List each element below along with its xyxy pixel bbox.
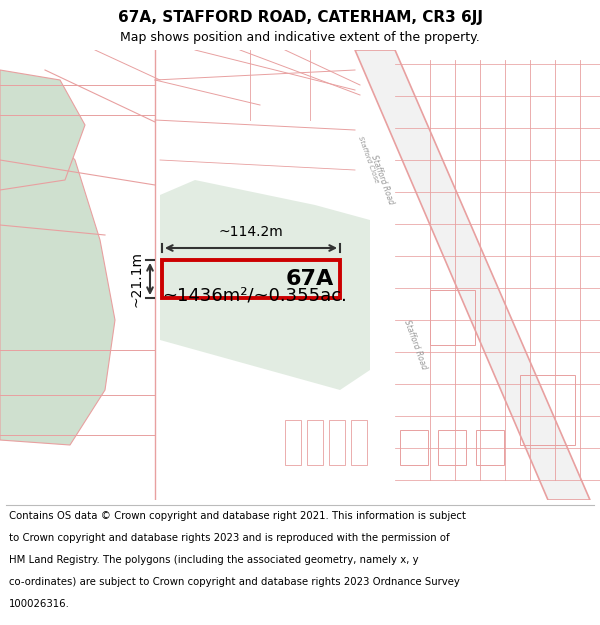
Text: ~21.1m: ~21.1m xyxy=(129,251,143,307)
Bar xyxy=(438,430,466,465)
Polygon shape xyxy=(355,50,590,500)
Polygon shape xyxy=(160,180,370,390)
Text: HM Land Registry. The polygons (including the associated geometry, namely x, y: HM Land Registry. The polygons (includin… xyxy=(9,555,419,565)
Text: 67A, STAFFORD ROAD, CATERHAM, CR3 6JJ: 67A, STAFFORD ROAD, CATERHAM, CR3 6JJ xyxy=(118,10,482,25)
Bar xyxy=(285,420,301,465)
Bar xyxy=(400,430,428,465)
Bar xyxy=(430,290,475,345)
Text: Stafford Road: Stafford Road xyxy=(369,154,395,206)
Text: to Crown copyright and database rights 2023 and is reproduced with the permissio: to Crown copyright and database rights 2… xyxy=(9,533,449,543)
Bar xyxy=(307,420,323,465)
Text: Stafford Road: Stafford Road xyxy=(402,319,428,371)
Text: Map shows position and indicative extent of the property.: Map shows position and indicative extent… xyxy=(120,31,480,44)
Bar xyxy=(351,420,367,465)
Text: co-ordinates) are subject to Crown copyright and database rights 2023 Ordnance S: co-ordinates) are subject to Crown copyr… xyxy=(9,577,460,587)
Polygon shape xyxy=(0,70,85,190)
Text: Contains OS data © Crown copyright and database right 2021. This information is : Contains OS data © Crown copyright and d… xyxy=(9,511,466,521)
Bar xyxy=(520,375,575,445)
Text: ~1436m²/~0.355ac.: ~1436m²/~0.355ac. xyxy=(163,286,347,304)
Text: Stafford Close: Stafford Close xyxy=(357,136,379,184)
Text: 67A: 67A xyxy=(286,269,334,289)
Text: ~114.2m: ~114.2m xyxy=(218,225,283,239)
Bar xyxy=(476,430,504,465)
Polygon shape xyxy=(0,105,115,445)
Bar xyxy=(329,420,345,465)
Text: 100026316.: 100026316. xyxy=(9,599,70,609)
Bar xyxy=(162,260,340,298)
